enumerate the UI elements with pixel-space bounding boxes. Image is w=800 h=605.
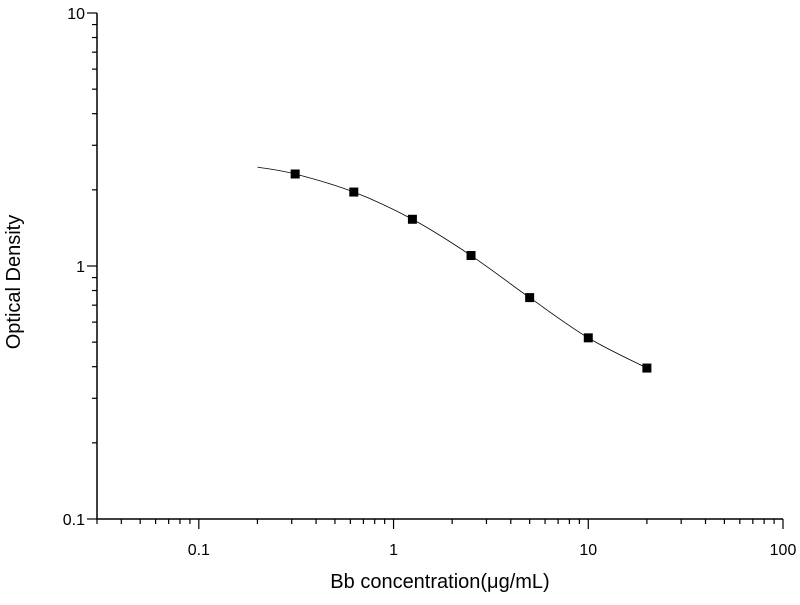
data-point: [525, 293, 535, 303]
x-tick-label: 0.1: [188, 542, 210, 559]
data-point: [466, 251, 476, 261]
y-tick-label: 1: [76, 259, 85, 276]
y-axis-label: Optical Density: [3, 215, 25, 350]
x-tick-label: 100: [770, 542, 797, 559]
data-point: [290, 169, 300, 179]
x-tick-label: 10: [579, 542, 597, 559]
data-point: [349, 187, 359, 197]
x-tick-label: 1: [389, 542, 398, 559]
data-point: [642, 363, 652, 373]
data-point: [407, 214, 417, 224]
x-axis-label: Bb concentration(μg/mL): [330, 571, 549, 593]
y-tick-label: 0.1: [63, 512, 85, 529]
y-tick-label: 10: [67, 6, 85, 23]
data-point: [583, 333, 593, 343]
